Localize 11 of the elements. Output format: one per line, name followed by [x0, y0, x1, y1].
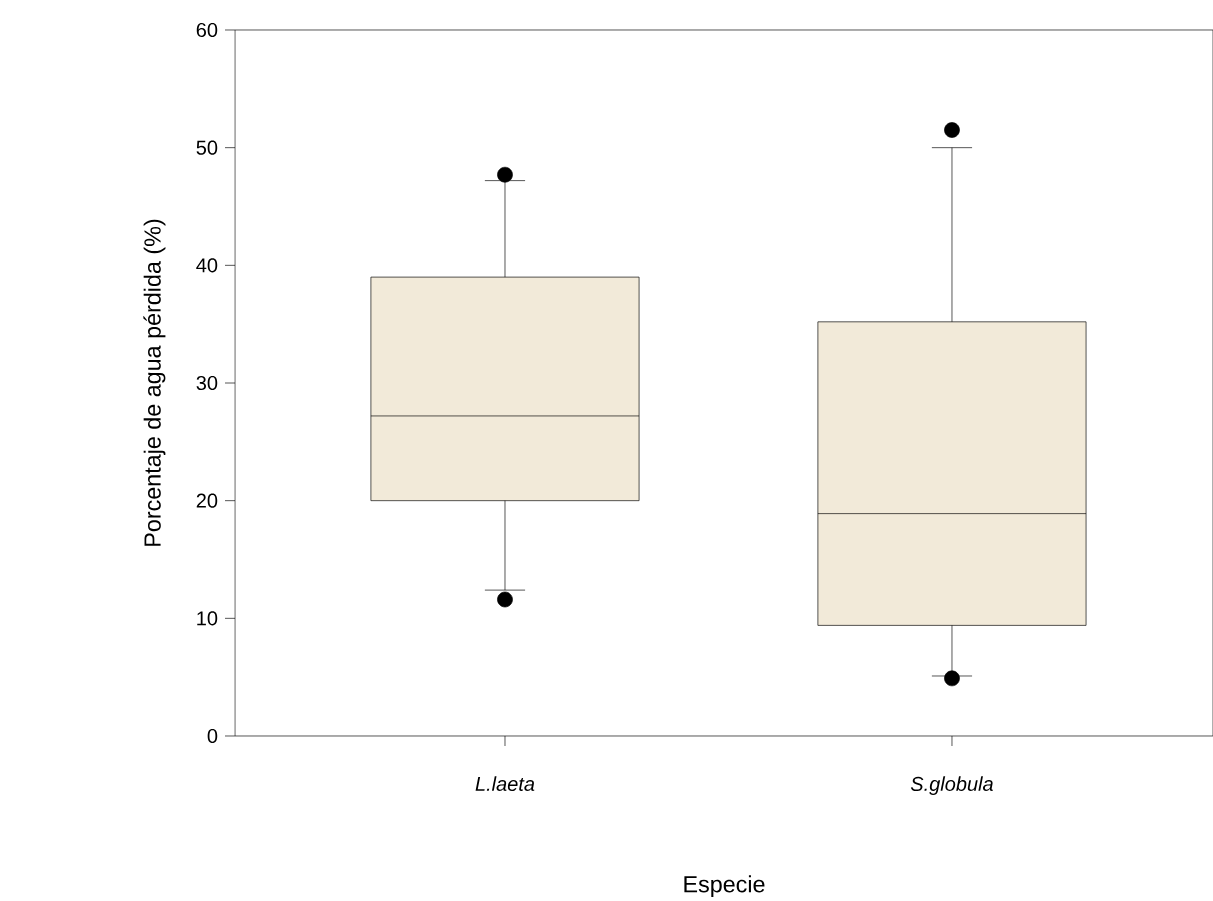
x-axis-title: Especie	[684, 875, 765, 898]
y-tick-label: 10	[197, 611, 218, 626]
y-tick-label: 40	[196, 258, 218, 273]
y-tick-label: 60	[196, 22, 218, 38]
y-tick-label: 30	[196, 375, 218, 391]
x-tick-label: L.laeta	[475, 776, 535, 792]
y-tick-label: 50	[196, 140, 218, 155]
y-axis-title: Porcentaje de agua pérdida (%)	[143, 219, 166, 546]
x-tick-label: S.globula	[910, 776, 993, 795]
y-tick-label: 0	[207, 728, 218, 744]
y-tick-label: 20	[196, 493, 218, 508]
